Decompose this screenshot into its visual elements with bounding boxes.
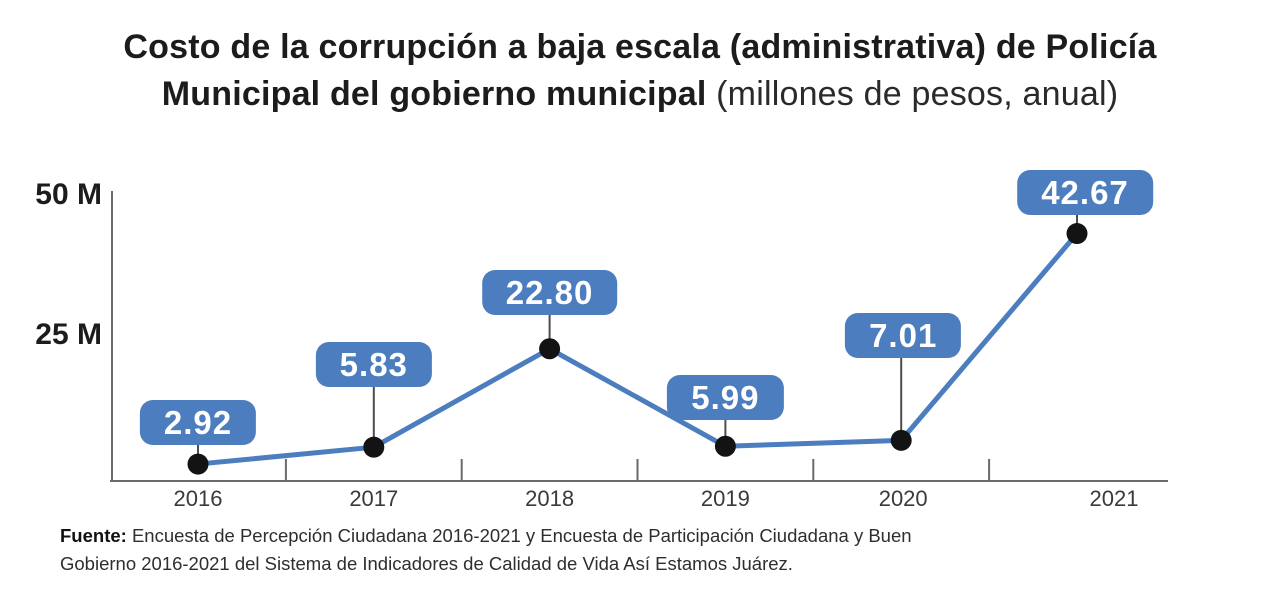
- source-note: Fuente: Encuesta de Percepción Ciudadana…: [60, 522, 1160, 577]
- year-label-2017: 2017: [349, 486, 399, 511]
- value-label-2016: 2.92: [139, 400, 257, 445]
- chart-title: Costo de la corrupción a baja escala (ad…: [0, 24, 1280, 118]
- value-label-2021: 42.67: [1017, 170, 1153, 215]
- chart-title-bold-1: Costo de la corrupción a baja escala (ad…: [123, 28, 1157, 66]
- chart-title-line2: Municipal del gobierno municipal (millon…: [0, 71, 1280, 118]
- data-point-2020: [890, 429, 912, 451]
- chart-title-subtitle: (millones de pesos, anual): [706, 75, 1119, 113]
- value-label-2019: 5.99: [667, 375, 784, 420]
- value-label-2020: 7.01: [845, 313, 962, 358]
- value-label-2017: 5.83: [315, 342, 432, 387]
- data-line: [195, 231, 1080, 467]
- value-label-2018: 22.80: [481, 270, 618, 315]
- source-note-line2: Gobierno 2016-2021 del Sistema de Indica…: [60, 550, 1160, 578]
- data-point-2019: [714, 435, 736, 457]
- data-point-2021: [1066, 223, 1088, 245]
- source-note-text1: Encuesta de Percepción Ciudadana 2016-20…: [126, 525, 912, 546]
- source-note-text2: Gobierno 2016-2021 del Sistema de Indica…: [60, 552, 793, 574]
- year-label-2020: 2020: [878, 486, 928, 511]
- year-label-2019: 2019: [700, 486, 750, 511]
- year-label-2018: 2018: [525, 486, 575, 511]
- year-label-2021: 2021: [1089, 486, 1139, 511]
- source-note-line1: Fuente: Encuesta de Percepción Ciudadana…: [60, 522, 1160, 550]
- chart-title-bold-2: Municipal del gobierno municipal: [161, 75, 707, 113]
- year-label-2016: 2016: [173, 486, 223, 511]
- chart-title-line1: Costo de la corrupción a baja escala (ad…: [0, 24, 1280, 71]
- source-note-label: Fuente:: [60, 525, 127, 546]
- y-axis-label-50m: 50 M: [35, 178, 102, 211]
- data-point-2018: [539, 338, 561, 360]
- y-axis-label-25m: 25 M: [35, 318, 102, 351]
- data-point-2017: [363, 436, 385, 458]
- data-point-2016: [187, 453, 209, 475]
